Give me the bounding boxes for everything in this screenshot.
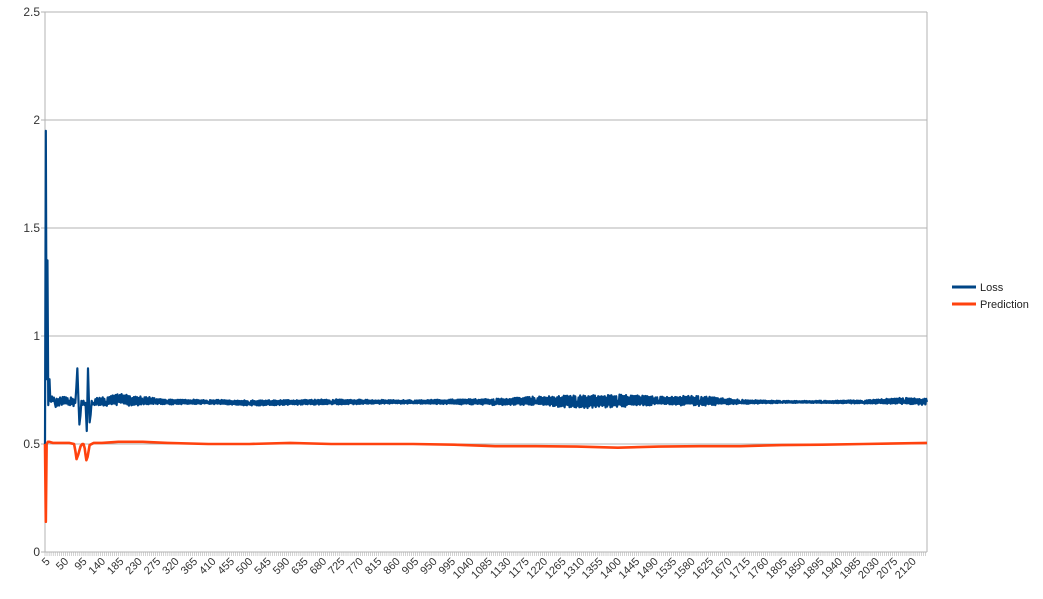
x-tick-label: 545: [252, 556, 273, 577]
x-tick-label: 770: [345, 556, 366, 577]
y-tick-label: 2: [33, 113, 40, 127]
y-tick-label: 1: [33, 329, 40, 343]
x-tick-label: 680: [308, 556, 329, 577]
legend-label-loss: Loss: [980, 282, 1004, 294]
y-axis-ticks: 0 0.5 1 1.5 2 2.5: [23, 5, 40, 559]
series-line-prediction: [43, 440, 928, 524]
x-tick-label: 230: [123, 556, 144, 577]
gridlines: [41, 11, 928, 556]
x-tick-label: 815: [363, 556, 384, 577]
y-tick-label: 0: [33, 545, 40, 559]
x-tick-label: 410: [197, 556, 218, 577]
x-tick-label: 185: [105, 556, 126, 577]
x-tick-label: 275: [142, 556, 163, 577]
x-tick-label: 455: [216, 556, 237, 577]
x-tick-label: 2120: [893, 556, 919, 582]
y-tick-label: 0.5: [23, 437, 40, 451]
x-tick-label: 50: [54, 556, 71, 573]
x-tick-label: 5: [40, 556, 53, 569]
x-tick-label: 590: [271, 556, 292, 577]
x-tick-label: 905: [400, 556, 421, 577]
x-tick-label: 725: [326, 556, 347, 577]
x-tick-label: 365: [179, 556, 200, 577]
x-tick-label: 635: [289, 556, 310, 577]
x-tick-label: 500: [234, 556, 255, 577]
x-axis-ticks: 5 50 9514018523027532036541045550054559063…: [40, 556, 919, 582]
y-tick-label: 1.5: [23, 221, 40, 235]
y-tick-label: 2.5: [23, 5, 40, 19]
legend-label-prediction: Prediction: [980, 299, 1029, 311]
x-tick-label: 320: [160, 556, 181, 577]
legend: Loss Prediction: [952, 282, 1029, 311]
x-tick-label: 950: [418, 556, 439, 577]
x-axis-minor-ticks: [44, 552, 926, 556]
series-lines: [43, 129, 929, 524]
x-tick-label: 140: [87, 556, 108, 577]
x-tick-label: 860: [381, 556, 402, 577]
series-line-loss: [43, 129, 929, 445]
